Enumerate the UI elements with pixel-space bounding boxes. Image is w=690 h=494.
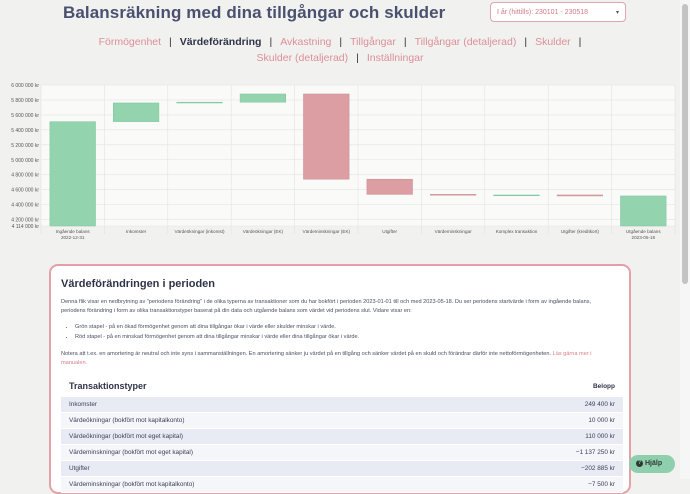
nav-separator: | — [578, 36, 582, 48]
transactions-header: Transaktionstyper Belopp — [61, 379, 623, 397]
x-tick-label: Värdeökningar (inkomst) — [174, 229, 225, 234]
row-amount: 10 000 kr — [588, 417, 615, 424]
y-tick-label: 4 800 000 kr — [11, 173, 39, 179]
card-title: Värdeförändringen i perioden — [61, 278, 216, 290]
waterfall-bar — [556, 194, 603, 197]
table-row: Utgifter −202 885 kr — [61, 461, 623, 477]
x-tick-label: Värdeminskningar (EK) — [303, 229, 351, 234]
waterfall-bar — [113, 102, 160, 122]
y-tick-label: 4 114 000 kr — [12, 224, 40, 230]
period-select-value: I år (hittills): 230101 - 230518 — [497, 9, 589, 16]
x-tick-label: 2023-05-18 — [632, 235, 656, 240]
period-select[interactable]: I år (hittills): 230101 - 230518 ▾ — [490, 2, 626, 22]
row-name: Värdeminskningar (bokfört mot eget kapit… — [69, 449, 193, 456]
legend-bullets: Grön stapel - på en ökad förmögenhet gen… — [65, 322, 359, 342]
row-name: Värdeökningar (bokfört mot kapitalkonto) — [69, 417, 185, 424]
y-tick-label: 5 400 000 kr — [11, 128, 39, 134]
card-intro: Denna flik visar en nedbrytning av "peri… — [61, 299, 592, 314]
waterfall-bar — [366, 178, 413, 195]
waterfall-bar — [303, 93, 350, 180]
nav-separator: | — [403, 36, 407, 48]
row-amount: −1 137 250 kr — [575, 449, 615, 456]
chevron-down-icon: ▾ — [615, 10, 619, 16]
transactions-header-name: Transaktionstyper — [69, 381, 147, 391]
waterfall-bar — [176, 101, 223, 104]
info-card: Värdeförändringen i perioden Denna flik … — [49, 264, 631, 494]
x-tick-label: 2022-12-31 — [61, 235, 85, 240]
help-label: Hjälp — [645, 460, 663, 467]
x-tick-label: Utgifter (kreditkort) — [561, 229, 600, 234]
nav-tab[interactable]: Avkastning — [280, 36, 332, 48]
y-tick-label: 4 400 000 kr — [11, 203, 39, 209]
waterfall-chart: 6 000 000 kr 5 800 000 kr 5 600 000 kr 5 40… — [0, 78, 680, 243]
x-tick-label: Utgående balans — [626, 228, 661, 234]
row-name: Värdeökningar (bokfört mot eget kapital) — [69, 433, 184, 440]
scrollbar[interactable] — [680, 0, 690, 479]
row-amount: 249 400 kr — [584, 401, 615, 408]
y-tick-label: 5 600 000 kr — [11, 113, 39, 119]
table-row: Värdeökningar (bokfört mot eget kapital)… — [61, 429, 623, 445]
table-row: Inkomster 249 400 kr — [61, 397, 623, 413]
scrollbar-thumb[interactable] — [682, 4, 688, 284]
waterfall-bar — [430, 194, 477, 196]
y-tick-label: 6 000 000 kr — [11, 83, 39, 89]
x-tick-label: Utgifter — [382, 229, 397, 234]
y-tick-label: 4 200 000 kr — [11, 218, 39, 224]
transactions-table: Inkomster 249 400 kr Värdeökningar (bokför… — [61, 397, 623, 493]
y-tick-label: 4 600 000 kr — [11, 188, 39, 194]
card-note: Notera att t.ex. en amortering är neutra… — [61, 350, 611, 368]
manual-link[interactable]: Läs gärna mer i manualen. — [61, 351, 592, 366]
nav-tab[interactable]: Skulder (detaljerad) — [256, 52, 349, 64]
card-note-text: Notera att t.ex. en amortering är neutra… — [61, 351, 552, 357]
table-row: Värdeökningar (bokfört mot kapitalkonto)… — [61, 413, 623, 429]
table-row: Värdeminskningar (bokfört mot eget kapit… — [61, 445, 623, 461]
x-tick-label: Komplex transaktion — [496, 229, 538, 234]
nav-separator: | — [339, 36, 343, 48]
help-button[interactable]: ? Hjälp — [629, 455, 675, 473]
nav-row-2: Skulder (detaljerad) | Inställningar — [60, 52, 620, 64]
question-icon: ? — [636, 460, 643, 467]
nav-separator: | — [169, 36, 172, 48]
nav-tab[interactable]: Inställningar — [366, 52, 424, 64]
row-name: Utgifter — [69, 465, 90, 472]
nav-separator: | — [269, 36, 273, 48]
x-tick-label: Värdeminskningar — [435, 229, 472, 234]
waterfall-bar — [49, 121, 96, 227]
row-amount: −202 885 kr — [581, 465, 615, 472]
y-tick-label: 5 200 000 kr — [11, 143, 39, 149]
waterfall-bar — [239, 93, 286, 103]
nav-tab[interactable]: Skulder — [535, 36, 571, 48]
y-tick-label: 5 800 000 kr — [11, 98, 39, 104]
nav-separator: | — [524, 36, 528, 48]
nav-tab[interactable]: Tillgångar (detaljerad) — [414, 36, 517, 48]
nav-row-1: Förmögenhet | Värdeförändring | Avkastning | T… — [60, 36, 620, 48]
row-amount: 110 000 kr — [585, 433, 615, 440]
nav-tab[interactable]: Värdeförändring — [179, 36, 262, 48]
row-name: Värdeminskningar (bokfört mot kapitalkon… — [69, 481, 195, 488]
waterfall-bar — [620, 195, 667, 227]
x-tick-label: Värdeökningar (EK) — [243, 229, 284, 234]
x-tick-label: Ingående balans — [56, 228, 91, 234]
nav-separator: | — [356, 52, 359, 64]
page-title: Balansräkning med dina tillgångar och sk… — [63, 3, 446, 22]
transactions-header-amount: Belopp — [592, 383, 615, 390]
bullet-green: Grön stapel - på en ökad förmögenhet gen… — [75, 322, 359, 332]
x-tick-label: Inkomster — [126, 229, 147, 234]
nav-tab[interactable]: Förmögenhet — [98, 36, 162, 48]
nav-tab[interactable]: Tillgångar — [350, 36, 396, 48]
row-name: Inkomster — [69, 401, 98, 408]
y-tick-label: 5 000 000 kr — [11, 158, 39, 164]
row-amount: −7 500 kr — [588, 481, 615, 488]
table-row: Värdeminskningar (bokfört mot kapitalkon… — [61, 477, 623, 493]
waterfall-bar — [493, 194, 540, 197]
bullet-red: Röd stapel - på en minskad förmögenhet g… — [75, 332, 359, 342]
